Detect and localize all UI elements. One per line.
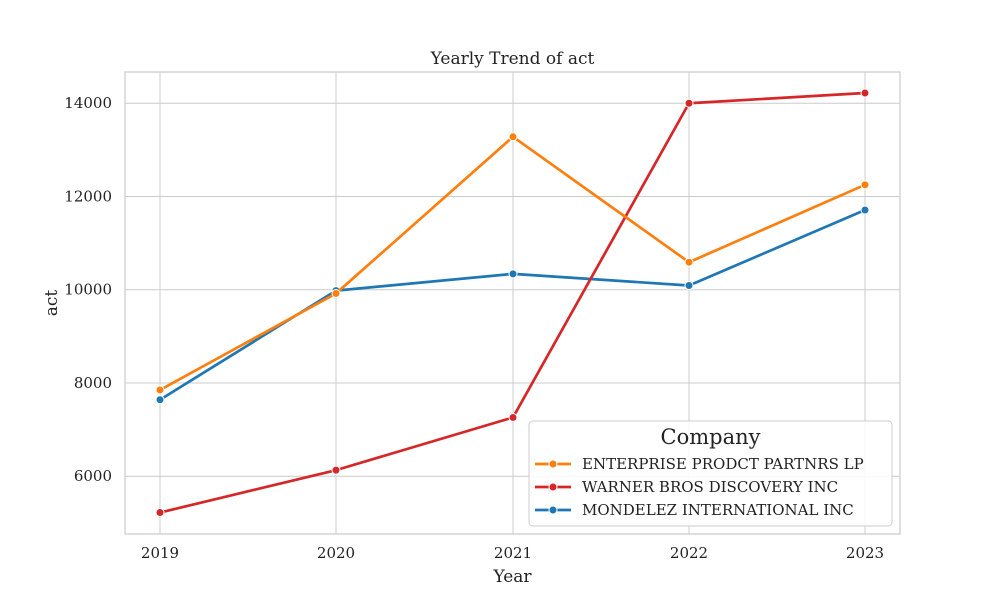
x-axis-label: Year	[492, 567, 532, 587]
data-point	[684, 281, 694, 291]
legend-title: Company	[661, 425, 761, 449]
chart-title: Yearly Trend of act	[430, 49, 595, 69]
data-point	[508, 412, 518, 422]
legend-item: WARNER BROS DISCOVERY INC	[535, 478, 838, 496]
legend-label: WARNER BROS DISCOVERY INC	[582, 478, 838, 496]
series	[155, 88, 870, 518]
x-tick-label: 2023	[846, 544, 884, 562]
data-point	[508, 132, 518, 142]
legend-label: MONDELEZ INTERNATIONAL INC	[582, 501, 854, 519]
x-axis-ticks: 2019 2020 2021 2022 2023	[141, 544, 884, 562]
legend-item: ENTERPRISE PRODCT PARTNRS LP	[535, 455, 864, 473]
y-axis-label: act	[42, 290, 62, 317]
data-point	[155, 395, 165, 405]
y-tick-label: 10000	[64, 281, 112, 299]
legend-marker	[548, 505, 558, 515]
data-point	[331, 465, 341, 475]
legend-marker	[548, 482, 558, 492]
legend-items: ENTERPRISE PRODCT PARTNRS LP WARNER BROS …	[535, 455, 864, 519]
legend: Company ENTERPRISE PRODCT PARTNRS LP WARN…	[528, 420, 893, 527]
grid	[125, 72, 900, 534]
data-point	[860, 205, 870, 215]
x-tick-label: 2019	[141, 544, 179, 562]
legend-box	[528, 420, 893, 527]
y-tick-label: 14000	[64, 94, 112, 112]
series	[155, 132, 870, 395]
y-tick-label: 8000	[74, 374, 112, 392]
y-axis-ticks: 6000 8000 10000 12000 14000	[64, 94, 112, 485]
data-point	[155, 508, 165, 518]
plot-frame	[124, 71, 901, 535]
y-tick-label: 12000	[64, 187, 112, 205]
y-tick-label: 6000	[74, 467, 112, 485]
legend-marker	[548, 459, 558, 469]
data-point	[860, 180, 870, 190]
data-point	[155, 385, 165, 395]
x-tick-label: 2020	[317, 544, 355, 562]
data-point	[684, 98, 694, 108]
series-layer	[155, 88, 870, 518]
legend-label: ENTERPRISE PRODCT PARTNRS LP	[582, 455, 864, 473]
x-tick-label: 2022	[670, 544, 708, 562]
data-point	[860, 88, 870, 98]
data-point	[331, 288, 341, 298]
data-point	[508, 269, 518, 279]
x-tick-label: 2021	[494, 544, 532, 562]
legend-item: MONDELEZ INTERNATIONAL INC	[535, 501, 854, 519]
data-point	[684, 257, 694, 267]
